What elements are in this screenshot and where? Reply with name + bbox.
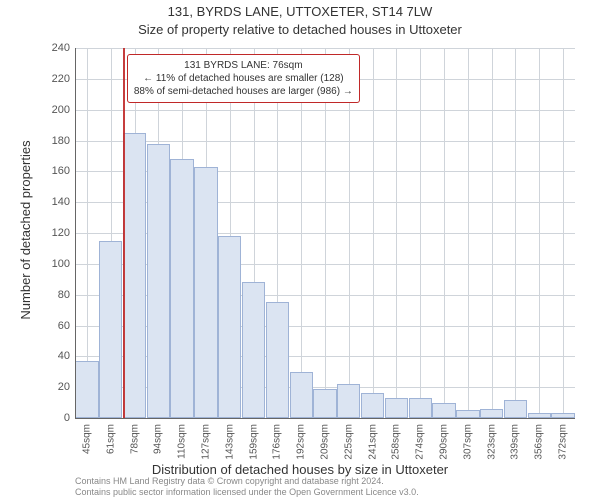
y-tick-label: 140 <box>42 196 70 208</box>
x-tick-label: 241sqm <box>367 424 378 460</box>
gridline-vertical <box>515 48 516 418</box>
x-tick-label: 192sqm <box>296 424 307 460</box>
x-tick-label: 372sqm <box>558 424 569 460</box>
x-tick-label: 127sqm <box>200 424 211 460</box>
y-tick-label: 200 <box>42 104 70 116</box>
y-tick-label: 160 <box>42 165 70 177</box>
histogram-bar <box>313 389 336 418</box>
y-tick-label: 180 <box>42 135 70 147</box>
histogram-bar <box>385 398 408 418</box>
x-tick-label: 274sqm <box>415 424 426 460</box>
reference-marker-line <box>123 48 125 418</box>
histogram-bar <box>99 241 122 418</box>
y-axis-title: Number of detached properties <box>18 140 33 319</box>
x-tick-label: 159sqm <box>248 424 259 460</box>
gridline-vertical <box>539 48 540 418</box>
y-tick-label: 100 <box>42 258 70 270</box>
gridline-vertical <box>301 48 302 418</box>
callout-line-1: 131 BYRDS LANE: 76sqm <box>134 59 353 72</box>
x-tick-label: 323sqm <box>486 424 497 460</box>
gridline-vertical <box>420 48 421 418</box>
histogram-bar <box>147 144 170 418</box>
histogram-bar <box>290 372 313 418</box>
credit-line-1: Contains HM Land Registry data © Crown c… <box>75 476 384 486</box>
x-axis-line <box>75 418 575 419</box>
y-tick-label: 80 <box>42 289 70 301</box>
gridline-vertical <box>373 48 374 418</box>
x-tick-label: 176sqm <box>272 424 283 460</box>
histogram-bar <box>242 282 265 418</box>
gridline-vertical <box>492 48 493 418</box>
histogram-bar <box>456 410 479 418</box>
gridline-vertical <box>325 48 326 418</box>
y-tick-label: 0 <box>42 412 70 424</box>
x-tick-label: 339sqm <box>510 424 521 460</box>
gridline-horizontal <box>75 110 575 111</box>
x-tick-label: 258sqm <box>391 424 402 460</box>
histogram-bar <box>337 384 360 418</box>
y-tick-label: 60 <box>42 320 70 332</box>
histogram-bar <box>75 361 98 418</box>
x-tick-label: 307sqm <box>462 424 473 460</box>
gridline-vertical <box>396 48 397 418</box>
y-tick-label: 220 <box>42 73 70 85</box>
y-tick-label: 40 <box>42 350 70 362</box>
gridline-vertical <box>563 48 564 418</box>
chart-title: 131, BYRDS LANE, UTTOXETER, ST14 7LW <box>0 4 600 19</box>
x-tick-label: 209sqm <box>320 424 331 460</box>
histogram-bar <box>170 159 193 418</box>
y-tick-label: 20 <box>42 381 70 393</box>
callout-line-2: ← 11% of detached houses are smaller (12… <box>134 72 353 85</box>
gridline-vertical <box>468 48 469 418</box>
x-tick-label: 290sqm <box>439 424 450 460</box>
gridline-horizontal <box>75 141 575 142</box>
y-tick-label: 240 <box>42 42 70 54</box>
histogram-bar <box>504 400 527 419</box>
y-tick-label: 120 <box>42 227 70 239</box>
histogram-bar <box>432 403 455 418</box>
x-tick-label: 45sqm <box>81 424 92 454</box>
chart-subtitle: Size of property relative to detached ho… <box>0 22 600 37</box>
gridline-vertical <box>349 48 350 418</box>
x-axis-title: Distribution of detached houses by size … <box>0 462 600 477</box>
x-tick-label: 110sqm <box>177 424 188 459</box>
x-tick-label: 78sqm <box>129 424 140 454</box>
x-tick-label: 143sqm <box>224 424 235 460</box>
x-tick-label: 61sqm <box>105 424 116 454</box>
plot-area <box>75 48 575 418</box>
x-tick-label: 356sqm <box>534 424 545 460</box>
chart-container: 131, BYRDS LANE, UTTOXETER, ST14 7LW Siz… <box>0 0 600 500</box>
histogram-bar <box>409 398 432 418</box>
credit-line-2: Contains public sector information licen… <box>75 487 419 497</box>
histogram-bar <box>361 393 384 418</box>
x-tick-label: 94sqm <box>153 424 164 454</box>
x-tick-label: 225sqm <box>343 424 354 460</box>
gridline-vertical <box>444 48 445 418</box>
histogram-bar <box>194 167 217 418</box>
histogram-bar <box>218 236 241 418</box>
gridline-horizontal <box>75 48 575 49</box>
callout-box: 131 BYRDS LANE: 76sqm← 11% of detached h… <box>127 54 360 103</box>
credit-text: Contains HM Land Registry data © Crown c… <box>75 476 419 498</box>
y-axis-line <box>75 48 76 418</box>
histogram-bar <box>123 133 146 418</box>
histogram-bar <box>480 409 503 418</box>
callout-line-3: 88% of semi-detached houses are larger (… <box>134 85 353 98</box>
histogram-bar <box>266 302 289 418</box>
